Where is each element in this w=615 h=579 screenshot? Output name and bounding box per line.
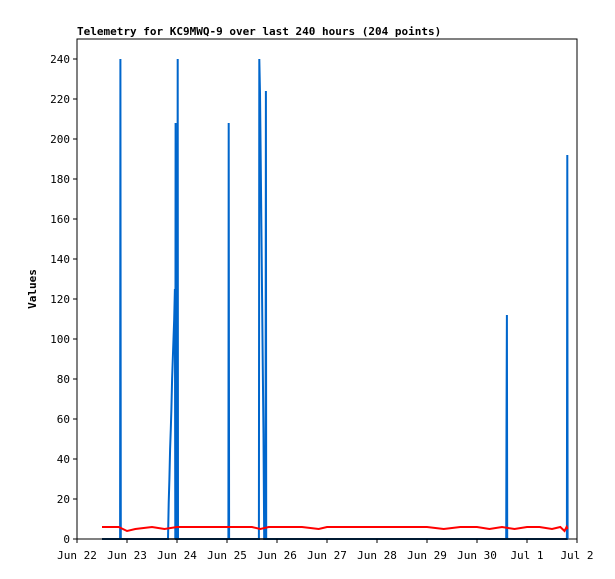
y-tick-label: 160 (50, 213, 70, 226)
y-tick-label: 40 (57, 453, 70, 466)
series-line-2 (102, 524, 569, 533)
y-tick-label: 240 (50, 53, 70, 66)
x-tick-label: Jun 26 (257, 549, 297, 562)
y-tick-label: 200 (50, 133, 70, 146)
x-tick-label: Jun 22 (57, 549, 97, 562)
x-tick-label: Jun 24 (157, 549, 197, 562)
y-tick-label: 100 (50, 333, 70, 346)
x-tick-label: Jun 30 (457, 549, 497, 562)
y-axis: 0 20 40 60 80 100 120 140 160 180 200 220 240 (50, 53, 77, 546)
x-tick-label: Jun 25 (207, 549, 247, 562)
series-layer (102, 58, 569, 540)
y-tick-label: 60 (57, 413, 70, 426)
x-axis: Jun 22 Jun 23 Jun 24 Jun 25 Jun 26 Jun 27 Jun … (57, 539, 594, 562)
plot-frame (76, 38, 578, 540)
y-tick-label: 120 (50, 293, 70, 306)
x-tick-label: Jun 29 (407, 549, 447, 562)
y-tick-label: 80 (57, 373, 70, 386)
chart-title: Telemetry for KC9MWQ-9 over last 240 hou… (77, 25, 441, 38)
x-tick-label: Jul 1 (510, 549, 543, 562)
y-tick-label: 20 (57, 493, 70, 506)
x-tick-label: Jun 28 (357, 549, 397, 562)
x-tick-label: Jun 23 (107, 549, 147, 562)
x-tick-label: Jul 2 (560, 549, 593, 562)
y-tick-label: 220 (50, 93, 70, 106)
y-tick-label: 180 (50, 173, 70, 186)
y-tick-label: 0 (63, 533, 70, 546)
y-tick-label: 140 (50, 253, 70, 266)
y-axis-label: Values (26, 269, 39, 309)
x-tick-label: Jun 27 (307, 549, 347, 562)
